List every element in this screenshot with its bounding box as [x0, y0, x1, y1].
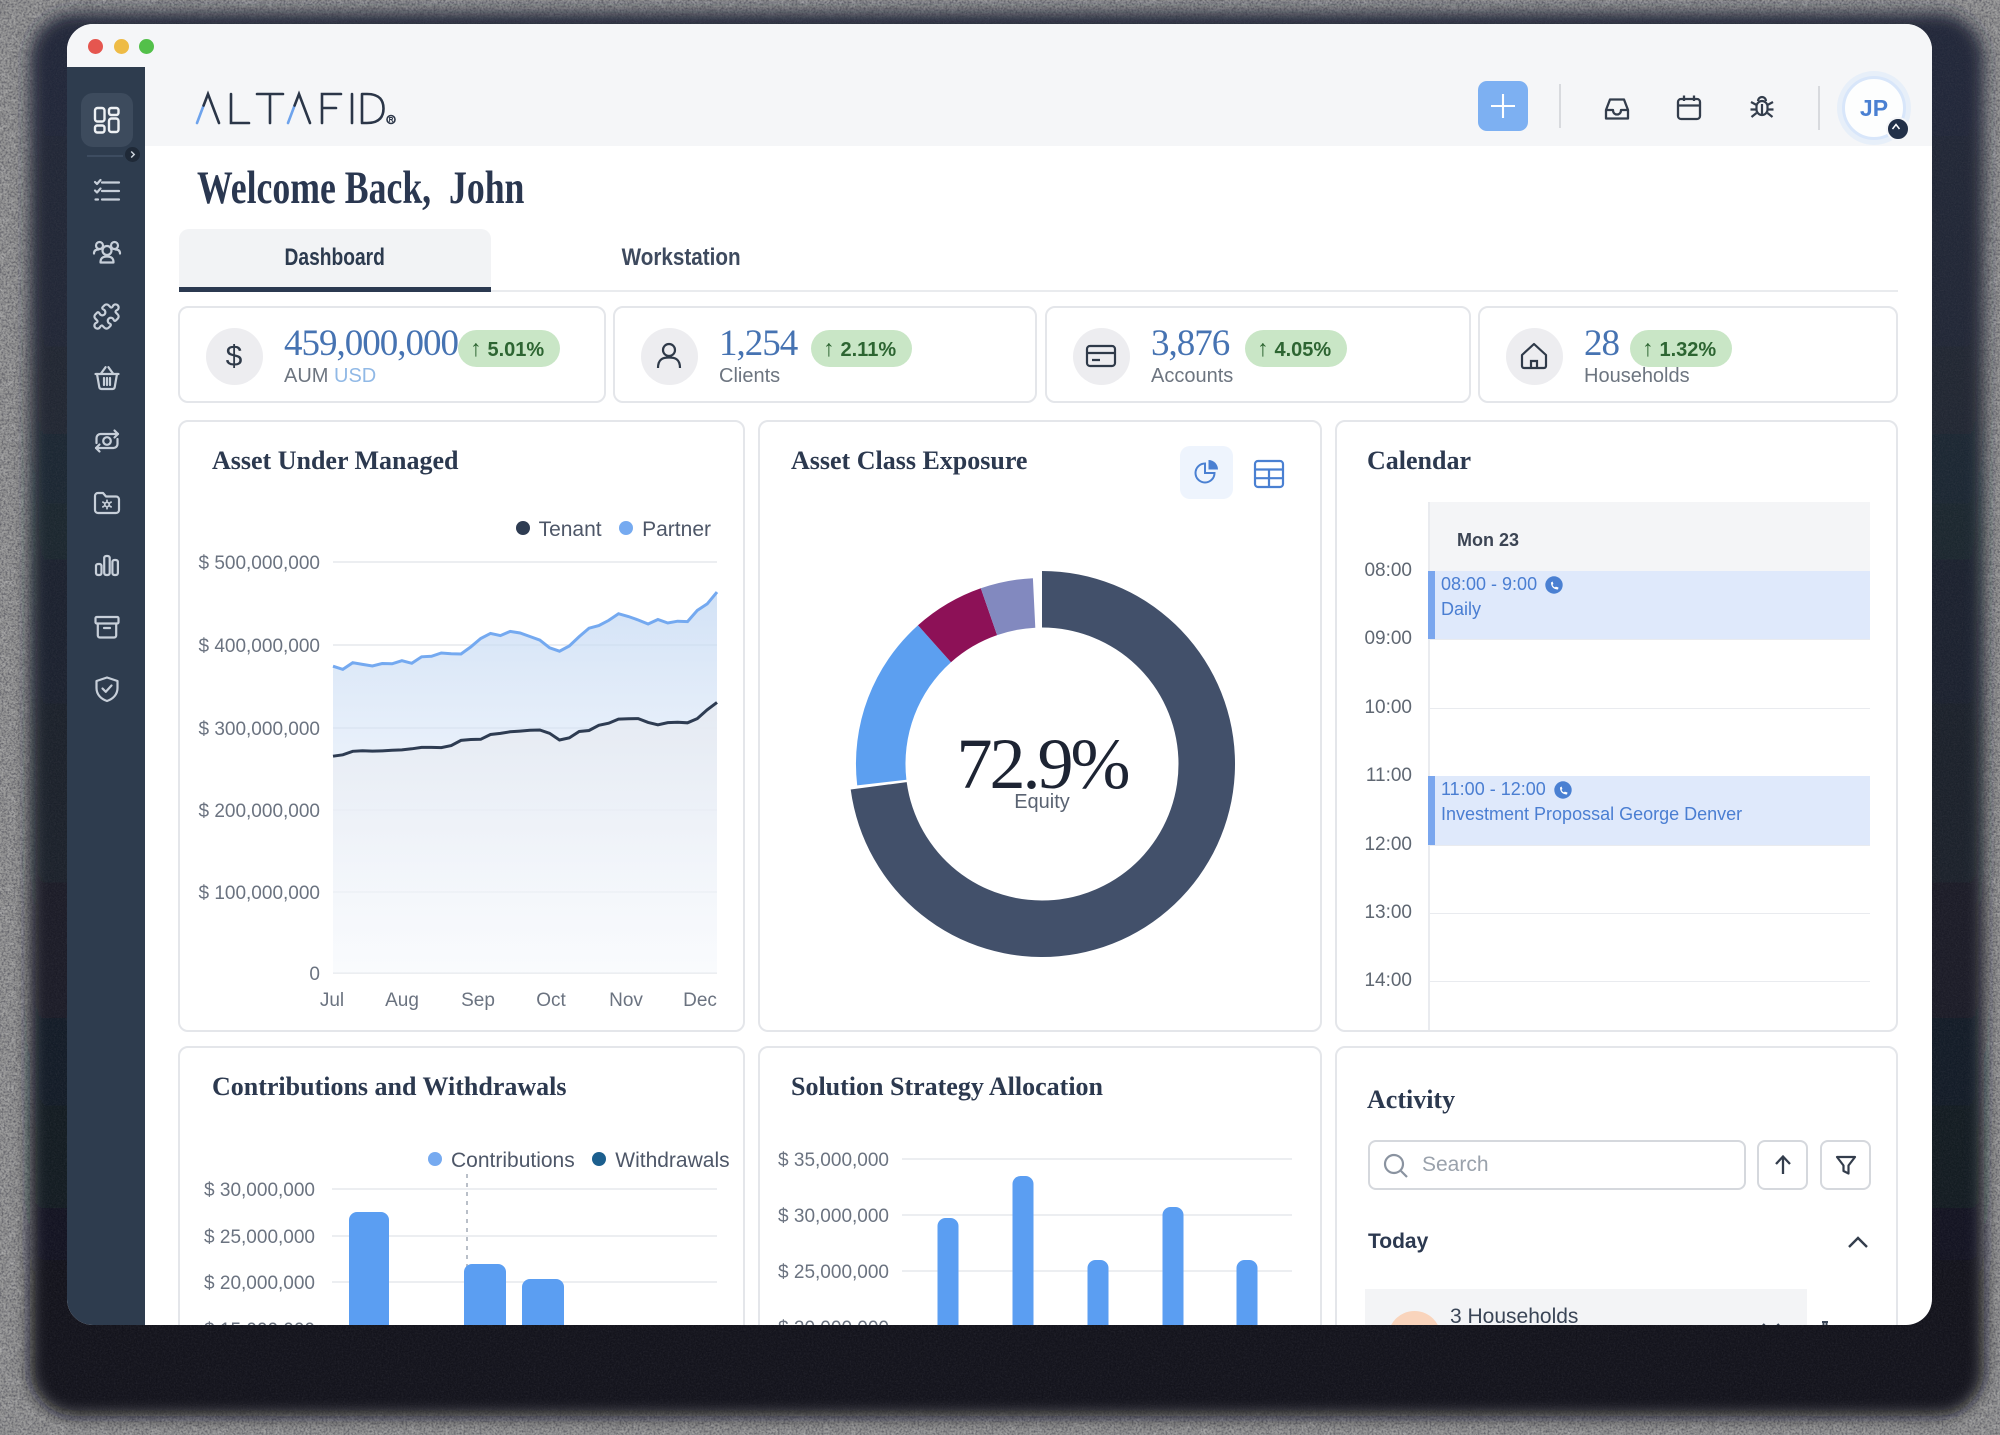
svg-text:$ 200,000,000: $ 200,000,000 — [198, 801, 320, 822]
svg-text:$ 25,000,000: $ 25,000,000 — [204, 1227, 315, 1248]
svg-text:$ 20,000,000: $ 20,000,000 — [778, 1318, 889, 1325]
svg-text:Dec: Dec — [683, 990, 717, 1011]
svg-text:$ 30,000,000: $ 30,000,000 — [778, 1206, 889, 1227]
svg-text:$ 20,000,000: $ 20,000,000 — [204, 1273, 315, 1294]
svg-text:$ 15,000,000: $ 15,000,000 — [204, 1320, 315, 1325]
svg-text:Nov: Nov — [609, 990, 643, 1011]
svg-text:$ 30,000,000: $ 30,000,000 — [204, 1180, 315, 1201]
svg-text:Sep: Sep — [461, 990, 495, 1011]
svg-text:$ 35,000,000: $ 35,000,000 — [778, 1150, 889, 1171]
svg-text:$ 300,000,000: $ 300,000,000 — [198, 719, 320, 740]
svg-text:$ 25,000,000: $ 25,000,000 — [778, 1262, 889, 1283]
svg-text:Jul: Jul — [320, 990, 344, 1011]
svg-text:$ 100,000,000: $ 100,000,000 — [198, 883, 320, 904]
svg-text:Oct: Oct — [536, 990, 566, 1011]
svg-text:$ 400,000,000: $ 400,000,000 — [198, 636, 320, 657]
svg-text:Aug: Aug — [385, 990, 419, 1011]
svg-text:0: 0 — [309, 964, 320, 985]
svg-text:$ 500,000,000: $ 500,000,000 — [198, 553, 320, 574]
svg-text:$: $ — [226, 340, 243, 373]
